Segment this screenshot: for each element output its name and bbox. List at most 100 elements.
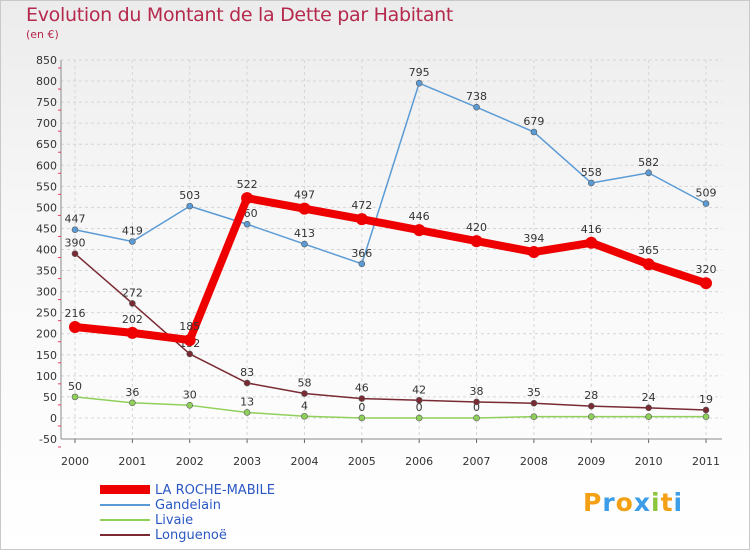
data-point-livaie [702, 413, 710, 420]
x-tick-label: 2001 [118, 455, 146, 468]
y-tick-label: 650 [36, 138, 57, 151]
data-label-longueno-: 83 [240, 366, 254, 379]
data-label-longueno-: 46 [355, 382, 369, 395]
data-label-la-roche-mabile: 320 [696, 263, 717, 276]
data-label-gandelain: 366 [351, 247, 372, 260]
y-tick-label: 0 [50, 412, 57, 425]
data-label-longueno-: 390 [65, 237, 86, 250]
data-point-livaie [129, 399, 136, 407]
y-tick-label: 50 [43, 391, 57, 404]
data-point-gandelain [415, 79, 423, 87]
data-point-longueno- [71, 250, 79, 258]
logo-letter: i [651, 488, 661, 517]
legend-label-longuenoe: Longuenoë [155, 528, 227, 543]
data-label-gandelain: 503 [179, 189, 200, 202]
y-tick-label: 250 [36, 307, 57, 320]
data-point-la-roche-mabile [69, 320, 81, 333]
y-tick-label: 150 [36, 349, 57, 362]
y-tick-label: 700 [36, 117, 57, 130]
data-point-longueno- [587, 402, 595, 410]
data-label-gandelain: 795 [409, 66, 430, 79]
chart-subtitle: (en €) [26, 28, 59, 41]
data-point-gandelain [473, 103, 480, 111]
data-point-la-roche-mabile [585, 236, 598, 249]
data-point-longueno- [129, 300, 136, 307]
x-tick-label: 2011 [692, 455, 720, 468]
data-label-la-roche-mabile: 522 [237, 178, 258, 191]
data-point-gandelain [645, 169, 652, 177]
data-label-livaie: 30 [183, 388, 197, 401]
data-point-livaie [587, 413, 595, 420]
data-point-longueno- [530, 399, 538, 407]
x-tick-label: 2005 [348, 455, 376, 468]
y-tick-label: 500 [36, 201, 57, 214]
data-label-la-roche-mabile: 394 [523, 232, 544, 245]
x-tick-label: 2003 [233, 455, 261, 468]
logo-letter: P [583, 488, 603, 517]
data-label-livaie: 0 [358, 401, 365, 414]
data-label-gandelain: 447 [65, 213, 86, 226]
data-point-longueno- [415, 396, 423, 404]
y-tick-label: 100 [36, 370, 57, 383]
data-point-livaie [358, 414, 366, 422]
data-point-gandelain [129, 238, 136, 245]
y-tick-label: 550 [36, 180, 57, 193]
data-label-la-roche-mabile: 365 [638, 244, 659, 257]
legend-swatch-longuenoe [100, 534, 150, 536]
data-point-gandelain [301, 240, 308, 248]
data-point-longueno- [186, 350, 194, 358]
data-point-la-roche-mabile [126, 326, 139, 339]
data-label-longueno-: 35 [527, 386, 541, 399]
data-label-longueno-: 19 [699, 393, 713, 406]
y-tick-label: 200 [36, 328, 57, 341]
x-tick-label: 2006 [405, 455, 433, 468]
logo-letter: x [633, 488, 651, 517]
data-point-la-roche-mabile [642, 258, 655, 271]
data-point-la-roche-mabile [183, 334, 196, 347]
data-point-livaie [473, 414, 480, 422]
data-label-livaie: 13 [240, 395, 254, 408]
data-label-la-roche-mabile: 185 [179, 320, 200, 333]
data-label-longueno-: 272 [122, 286, 143, 299]
data-point-gandelain [587, 179, 595, 187]
data-label-gandelain: 582 [638, 156, 659, 169]
data-point-livaie [530, 413, 538, 420]
proxiti-logo: Proxiti [583, 488, 683, 517]
x-tick-label: 2010 [635, 455, 663, 468]
legend-label-la-roche-mabile: LA ROCHE-MABILE [155, 483, 275, 498]
data-label-longueno-: 24 [642, 391, 656, 404]
data-point-livaie [645, 413, 652, 420]
series-line-la-roche-mabile [74, 194, 708, 345]
data-label-gandelain: 419 [122, 224, 143, 237]
y-tick-label: 300 [36, 286, 57, 299]
chart-title: Evolution du Montant de la Dette par Hab… [26, 4, 454, 26]
data-point-longueno- [358, 395, 366, 402]
data-point-la-roche-mabile [470, 235, 483, 248]
data-point-livaie [301, 412, 308, 420]
data-point-la-roche-mabile [241, 192, 254, 205]
data-label-gandelain: 509 [696, 187, 717, 200]
data-label-longueno-: 38 [470, 385, 484, 398]
data-label-la-roche-mabile: 446 [409, 210, 430, 223]
x-tick-label: 2007 [463, 455, 491, 468]
data-point-gandelain [243, 220, 251, 228]
data-label-gandelain: 413 [294, 227, 315, 240]
data-label-gandelain: 558 [581, 166, 602, 179]
data-point-la-roche-mabile [700, 277, 712, 290]
x-tick-label: 2002 [176, 455, 204, 468]
y-tick-label: 350 [36, 265, 57, 278]
data-point-livaie [71, 393, 79, 401]
logo-letter: t [660, 488, 674, 517]
data-label-la-roche-mabile: 497 [294, 189, 315, 202]
legend-swatch-la-roche-mabile [100, 485, 150, 494]
data-label-livaie: 4 [301, 399, 308, 412]
logo-letter: r [602, 488, 616, 517]
data-label-la-roche-mabile: 420 [466, 221, 487, 234]
data-point-longueno- [645, 404, 652, 412]
data-point-la-roche-mabile [527, 246, 540, 259]
data-label-longueno-: 58 [297, 377, 311, 390]
legend-swatch-gandelain [100, 504, 150, 506]
data-label-gandelain: 738 [466, 90, 487, 103]
